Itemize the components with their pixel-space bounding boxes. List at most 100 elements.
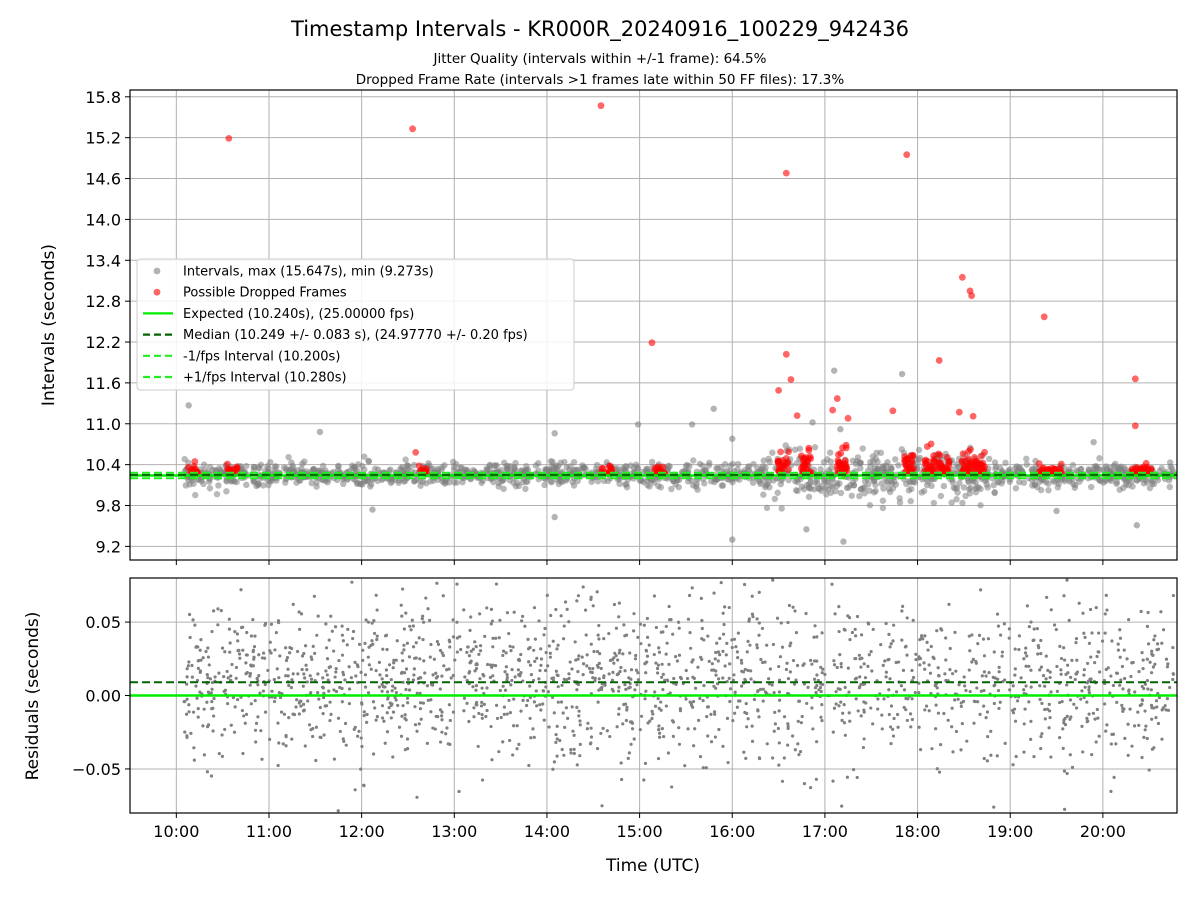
residual-point (402, 648, 406, 652)
residual-point (819, 665, 823, 669)
residual-point (900, 638, 904, 642)
residual-point (422, 620, 426, 624)
residual-point (253, 699, 257, 703)
residual-point (1067, 618, 1071, 622)
residual-point (485, 708, 489, 713)
residual-point (509, 683, 513, 687)
residual-point (697, 718, 701, 723)
residual-point (226, 676, 230, 680)
residual-point (937, 770, 942, 774)
residual-point (451, 618, 455, 622)
residual-point (786, 743, 790, 747)
residual-point (704, 766, 708, 770)
residual-point (1054, 627, 1058, 632)
residual-point (570, 667, 574, 671)
residual-point (1045, 595, 1049, 599)
residual-point (415, 691, 419, 695)
residual-point (812, 677, 817, 681)
interval-point (915, 456, 922, 463)
residual-point (1104, 729, 1108, 733)
interval-point (551, 430, 558, 437)
residual-point (1163, 704, 1167, 708)
residual-point (1039, 638, 1043, 643)
residual-point (950, 725, 954, 729)
dropped-frame-point (782, 350, 790, 358)
residual-point (1087, 688, 1091, 692)
residual-point (519, 652, 523, 657)
residual-point (374, 669, 378, 673)
residual-point (541, 689, 546, 693)
interval-point (1090, 438, 1097, 446)
residual-point (1115, 700, 1119, 704)
interval-point (301, 458, 308, 465)
residual-point (185, 675, 189, 679)
residual-point (925, 640, 929, 644)
legend-entry: Expected (10.240s), (25.00000 fps) (183, 307, 414, 322)
residual-point (1171, 677, 1175, 682)
residual-point (965, 739, 969, 743)
residual-point (957, 683, 961, 687)
residual-point (834, 690, 838, 694)
interval-point (500, 485, 507, 493)
residual-point (508, 711, 512, 715)
residual-point (802, 782, 807, 786)
residual-point (584, 633, 588, 637)
dropped-frame-point (1131, 422, 1139, 430)
residual-point (923, 667, 927, 671)
top-y-tick-label: 12.8 (85, 292, 121, 311)
residual-point (597, 677, 601, 681)
residual-point (252, 655, 256, 659)
residual-point (389, 716, 393, 720)
residual-point (467, 654, 472, 658)
residual-point (1029, 737, 1033, 741)
interval-point (634, 421, 642, 428)
residual-point (906, 697, 910, 701)
residual-point (505, 712, 509, 716)
residual-point (508, 738, 512, 743)
residual-point (786, 691, 790, 696)
interval-point (962, 492, 969, 500)
residual-point (1058, 735, 1062, 740)
residual-point (968, 689, 972, 694)
residual-point (1155, 648, 1159, 652)
interval-point (243, 462, 250, 470)
residual-point (735, 650, 739, 654)
residual-point (419, 717, 423, 721)
residual-point (240, 708, 245, 713)
residual-point (993, 683, 997, 687)
residual-point (755, 646, 759, 650)
dropped-frame-point (936, 451, 944, 459)
interval-point (181, 455, 188, 463)
dropped-frame-point (805, 444, 813, 452)
interval-point (866, 502, 874, 509)
residual-point (257, 653, 261, 657)
residual-point (859, 665, 863, 669)
residual-point (730, 638, 734, 642)
interval-point (410, 478, 418, 485)
residual-point (370, 621, 374, 625)
dropped-frame-point (959, 459, 966, 467)
residual-point (832, 706, 837, 710)
residual-point (726, 760, 730, 765)
residual-point (842, 721, 847, 725)
dropped-frame-point (959, 450, 967, 458)
dropped-frame-point (803, 458, 811, 466)
residual-point (905, 653, 909, 657)
residual-point (621, 722, 625, 726)
residual-point (624, 687, 628, 691)
residual-point (569, 751, 573, 755)
interval-point (729, 460, 736, 468)
residual-point (249, 634, 254, 638)
residual-point (359, 736, 363, 740)
residual-point (792, 682, 797, 686)
residual-point (1065, 714, 1069, 718)
interval-point (402, 456, 409, 463)
residual-point (1015, 699, 1020, 703)
residual-point (693, 686, 698, 690)
residual-point (253, 634, 257, 638)
residual-point (333, 675, 337, 679)
interval-point (701, 480, 708, 487)
residual-point (879, 643, 883, 647)
interval-point (665, 462, 672, 469)
dropped-frame-point (903, 151, 911, 159)
